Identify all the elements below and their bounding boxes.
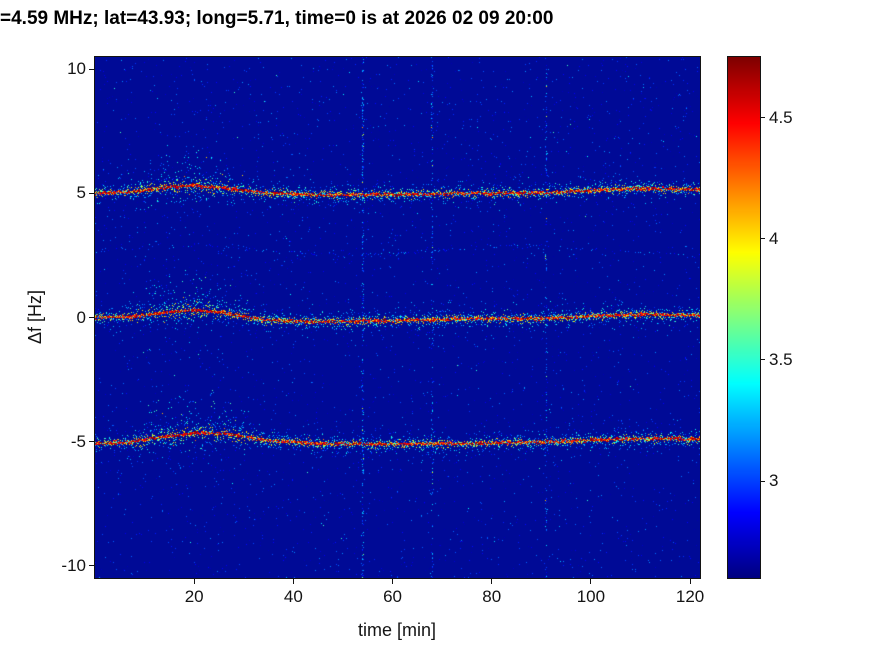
colorbar-tick-label: 4.5 [769,107,793,127]
y-tick [89,565,94,567]
y-tick-label: 5 [76,183,86,203]
colorbar-tick-label: 4 [769,228,779,248]
spectrogram-canvas [95,57,700,578]
figure-title: =4.59 MHz; lat=43.93; long=5.71, time=0 … [0,8,554,29]
x-axis-label: time [min] [357,620,436,640]
colorbar-tick-label: 3 [769,471,779,491]
x-tick [590,579,592,584]
y-tick-label: -10 [61,555,86,575]
y-tick-label: 0 [76,307,86,327]
x-tick-label: 20 [184,587,204,606]
colorbar-canvas [728,57,760,578]
y-tick [89,68,94,70]
colorbar [727,56,761,579]
x-tick-label: 80 [482,587,502,606]
x-tick [292,579,294,584]
y-tick [89,441,94,443]
x-tick-label: 60 [383,587,402,606]
colorbar-tick [761,117,765,119]
colorbar-tick [761,238,765,240]
x-tick-label: 100 [576,587,606,606]
x-tick [392,579,394,584]
y-tick [89,192,94,194]
colorbar-tick [761,480,765,482]
x-tick [193,579,195,584]
spectrogram-plot-area [94,56,701,579]
y-tick-label: -5 [70,431,86,451]
x-tick [491,579,493,584]
y-tick [89,317,94,318]
x-tick-label: 40 [283,587,303,606]
x-tick-label: 120 [675,587,705,606]
colorbar-tick [761,359,765,361]
y-tick-label: 10 [67,59,86,79]
colorbar-tick-label: 3.5 [769,349,793,369]
x-tick [689,579,691,584]
